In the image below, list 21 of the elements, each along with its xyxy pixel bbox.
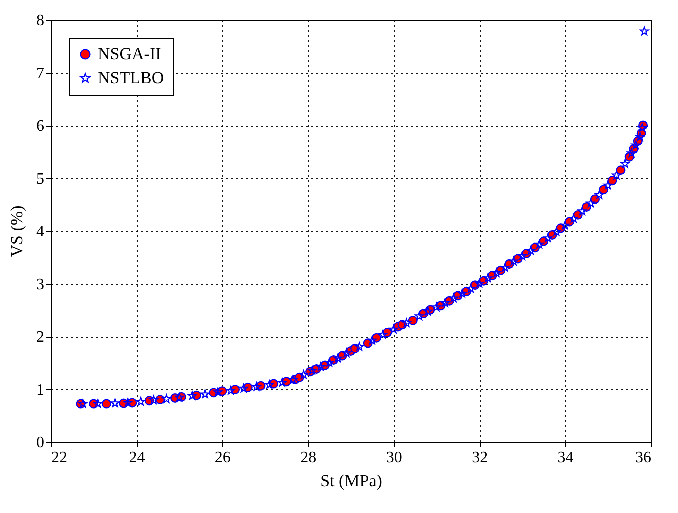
x-tick-label: 36 xyxy=(636,450,652,466)
legend-label: NSGA-II xyxy=(98,44,162,64)
y-tick-label: 1 xyxy=(36,382,44,399)
x-tick-label: 32 xyxy=(472,450,488,466)
y-tick-label: 0 xyxy=(36,434,44,452)
y-tick-label: 7 xyxy=(36,65,44,82)
x-tick-label: 22 xyxy=(52,450,68,466)
x-axis-title: St (MPa) xyxy=(320,472,382,490)
legend-label: NSTLBO xyxy=(98,68,164,88)
y-tick-label: 4 xyxy=(36,224,44,240)
y-tick-label: 8 xyxy=(36,12,44,30)
x-tick-label: 26 xyxy=(214,450,231,466)
x-tick-label: 24 xyxy=(129,450,146,466)
x-tick-label: 30 xyxy=(386,450,402,466)
y-tick-label: 3 xyxy=(36,276,44,294)
y-axis-title: VS (%) xyxy=(8,206,26,258)
x-tick-label: 34 xyxy=(558,450,574,466)
y-tick-label: 5 xyxy=(36,170,44,188)
y-tick-label: 2 xyxy=(36,329,44,346)
y-tick-label: 6 xyxy=(36,118,44,135)
x-tick-label: 28 xyxy=(300,450,317,466)
